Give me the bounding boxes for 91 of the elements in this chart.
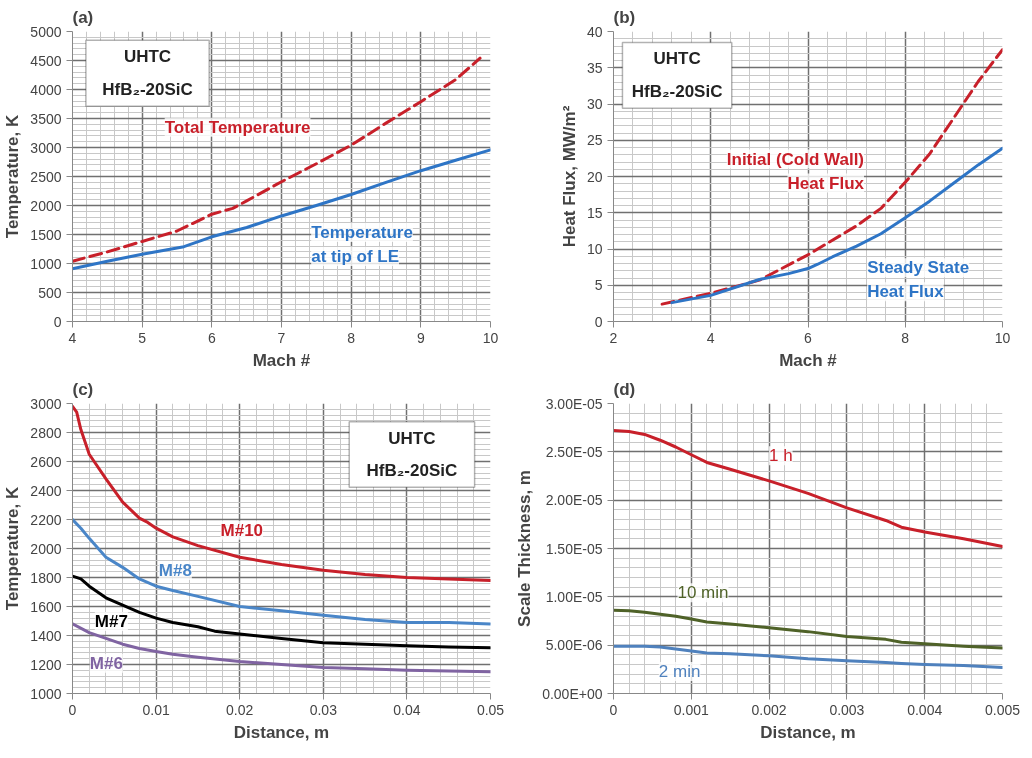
series-label: Steady State Heat Flux	[867, 258, 970, 302]
y-tick-label: 30	[586, 96, 603, 112]
y-tick-label: 5	[594, 277, 603, 294]
y-tick-label: 2500	[30, 168, 62, 185]
y-tick-label: 3000	[30, 395, 62, 412]
y-tick-label: 2000	[30, 197, 62, 214]
y-tick-label: 25	[586, 132, 603, 149]
y-tick-label: 15	[586, 204, 603, 221]
x-axis-title: Distance, m	[233, 722, 330, 742]
series-label: 2 min	[658, 661, 701, 681]
y-tick-label: 1.00E-05	[545, 588, 603, 605]
y-tick-label: 20	[586, 168, 603, 185]
y-tick-label: 0.00E+00	[542, 685, 603, 702]
x-tick-label: 0	[68, 701, 77, 718]
y-tick-label: 3.00E-05	[545, 395, 603, 412]
y-tick-label: 1000	[30, 685, 62, 702]
y-tick-label: 5.00E-06	[545, 637, 603, 654]
x-tick-label: 8	[347, 329, 356, 346]
y-tick-label: 2.50E-05	[545, 443, 603, 460]
y-tick-label: 500	[38, 284, 62, 301]
x-tick-label: 0.002	[751, 701, 787, 718]
chart-title: (c)	[72, 379, 94, 399]
x-tick-label: 2	[609, 329, 618, 346]
series-label: Total Temperature	[164, 117, 311, 137]
y-tick-label: 2400	[30, 482, 62, 499]
x-tick-label: 0	[609, 701, 618, 718]
x-tick-label: 0.003	[829, 701, 865, 718]
y-tick-label: 0	[53, 313, 62, 330]
y-tick-label: 1400	[30, 627, 62, 644]
y-tick-label: 2600	[30, 453, 62, 470]
x-tick-label: 5	[138, 329, 147, 346]
series-label: Temperature at tip of LE	[311, 222, 413, 266]
annotation: HfB₂-20SiC	[102, 80, 193, 100]
y-tick-label: 0	[594, 313, 603, 330]
y-axis-title: Scale Thickness, m	[515, 470, 535, 627]
x-tick-label: 0.04	[393, 701, 421, 718]
x-axis-title: Distance, m	[760, 722, 856, 742]
y-tick-label: 1.50E-05	[545, 540, 603, 557]
series-label: M#7	[94, 612, 128, 632]
y-axis-title: Temperature, K	[3, 114, 23, 239]
series-label: M#6	[89, 653, 123, 673]
y-axis-title: Heat Flux, MW/m²	[559, 105, 579, 248]
x-tick-label: 6	[804, 329, 813, 346]
x-tick-label: 7	[277, 329, 286, 346]
y-tick-label: 4500	[30, 52, 62, 69]
y-axis-title: Temperature, K	[3, 486, 23, 611]
x-tick-label: 4	[706, 329, 715, 346]
x-tick-label: 10	[482, 329, 499, 346]
y-tick-label: 3000	[30, 139, 62, 156]
x-tick-label: 8	[901, 329, 910, 346]
x-axis-title: Mach #	[252, 350, 311, 370]
y-tick-label: 1000	[30, 255, 62, 272]
y-tick-label: 2200	[30, 511, 62, 528]
x-tick-label: 0.02	[226, 701, 254, 718]
y-tick-label: 5000	[30, 23, 62, 40]
annotation: UHTC	[653, 49, 701, 69]
x-tick-label: 0.001	[673, 701, 710, 718]
annotation: HfB₂-20SiC	[631, 82, 723, 102]
chart-title: (a)	[72, 7, 94, 27]
x-tick-label: 4	[68, 329, 77, 346]
y-tick-label: 1200	[30, 656, 62, 673]
x-tick-label: 0.05	[476, 701, 505, 718]
y-tick-label: 35	[586, 59, 603, 76]
chart-title: (d)	[613, 379, 636, 399]
series-label: M#10	[220, 520, 264, 540]
y-tick-label: 2.00E-05	[545, 492, 603, 509]
series-label: 1 h	[768, 446, 793, 466]
series-label: M#8	[158, 561, 192, 581]
x-tick-label: 0.03	[309, 701, 338, 718]
y-tick-label: 10	[586, 241, 603, 257]
x-axis-title: Mach #	[779, 350, 838, 370]
x-tick-label: 9	[416, 329, 425, 346]
series-label: 10 min	[677, 583, 729, 603]
x-tick-label: 0.005	[984, 701, 1021, 718]
chart-title: (b)	[613, 7, 636, 27]
y-tick-label: 2800	[30, 424, 62, 441]
annotation: UHTC	[123, 47, 172, 67]
x-tick-label: 10	[994, 329, 1011, 346]
x-tick-label: 0.004	[907, 701, 943, 718]
y-tick-label: 1800	[30, 569, 62, 586]
y-tick-label: 1500	[30, 226, 62, 243]
y-tick-label: 3500	[30, 110, 62, 127]
y-tick-label: 40	[586, 23, 603, 40]
annotation: HfB₂-20SiC	[366, 461, 458, 481]
y-tick-label: 2000	[30, 540, 62, 557]
y-tick-label: 1600	[30, 598, 62, 615]
annotation: UHTC	[388, 428, 436, 448]
x-tick-label: 0.01	[142, 701, 170, 718]
y-tick-label: 4000	[30, 81, 62, 98]
x-tick-label: 6	[207, 329, 216, 346]
series-label: Initial (Cold Wall) Heat Flux	[726, 149, 865, 193]
